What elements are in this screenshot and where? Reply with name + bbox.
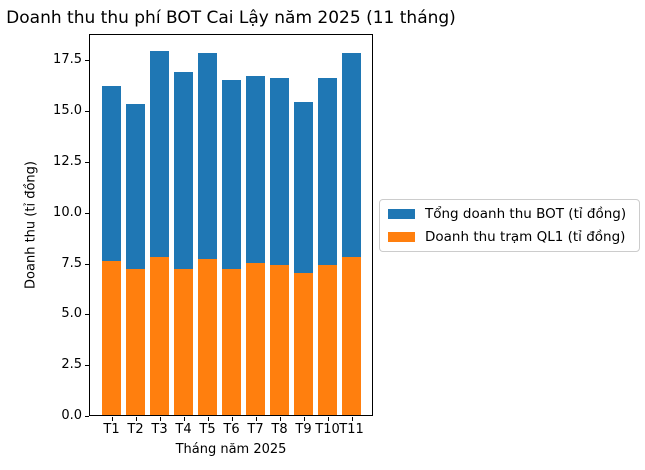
x-tick-label-T4: T4 (175, 422, 192, 437)
bar-segment-ql1-T11 (342, 256, 361, 415)
legend-label-ql1: Doanh thu trạm QL1 (tỉ đồng) (425, 229, 626, 245)
y-tick-label: 15.0 (53, 103, 82, 119)
legend-swatch-bot-icon (388, 209, 415, 219)
bar-T11 (342, 53, 361, 415)
x-tick-label-T11: T11 (339, 422, 364, 437)
bar-T9 (294, 102, 313, 415)
x-axis-label: Tháng năm 2025 (175, 442, 287, 457)
x-tick-T8 (279, 417, 281, 421)
y-tick-label: 7.5 (61, 255, 82, 271)
x-tick-T6 (231, 417, 233, 421)
x-tick-label-T7: T7 (247, 422, 264, 437)
bar-segment-ql1-T7 (246, 262, 265, 415)
x-tick-label-T6: T6 (223, 422, 240, 437)
x-tick-label-T8: T8 (271, 422, 288, 437)
bar-T2 (126, 104, 145, 415)
x-tick-label-T3: T3 (151, 422, 168, 437)
bar-segment-ql1-T9 (294, 272, 313, 415)
bar-T3 (150, 51, 169, 415)
chart-title: Doanh thu thu phí BOT Cai Lậy năm 2025 (… (6, 8, 456, 28)
x-tick-label-T1: T1 (103, 422, 120, 437)
x-tick-T7 (255, 417, 257, 421)
x-tick-label-T10: T10 (315, 422, 340, 437)
y-tick (85, 263, 89, 265)
y-tick-label: 5.0 (61, 306, 82, 322)
legend-row-ql1: Doanh thu trạm QL1 (tỉ đồng) (388, 227, 631, 247)
y-tick (85, 212, 89, 214)
x-tick-T9 (303, 417, 305, 421)
bar-T5 (198, 53, 217, 415)
x-tick-label-T5: T5 (199, 422, 216, 437)
y-axis-label: Doanh thu (tỉ đồng) (23, 161, 39, 289)
y-tick-label: 0.0 (61, 408, 82, 423)
y-tick (85, 365, 89, 367)
bar-segment-ql1-T2 (126, 268, 145, 415)
bar-segment-ql1-T3 (150, 256, 169, 415)
y-tick (85, 314, 89, 316)
x-tick-T11 (351, 417, 353, 421)
bar-segment-ql1-T8 (270, 264, 289, 415)
bar-T10 (318, 77, 337, 415)
bar-T7 (246, 75, 265, 415)
x-tick-T5 (207, 417, 209, 421)
bar-segment-ql1-T10 (318, 264, 337, 415)
x-tick-T10 (327, 417, 329, 421)
bar-T1 (102, 85, 121, 415)
x-tick-T3 (159, 417, 161, 421)
bar-segment-ql1-T4 (174, 268, 193, 415)
y-tick-label: 2.5 (61, 357, 82, 373)
bar-T8 (270, 77, 289, 415)
legend-row-bot: Tổng doanh thu BOT (tỉ đồng) (388, 204, 631, 224)
x-tick-T4 (183, 417, 185, 421)
plot-area (89, 34, 373, 416)
y-tick (85, 60, 89, 62)
bar-segment-ql1-T1 (102, 260, 121, 415)
y-tick (85, 416, 89, 417)
x-tick-T2 (135, 417, 137, 421)
bar-T4 (174, 71, 193, 415)
y-tick-label: 12.5 (53, 153, 82, 169)
x-tick-label-T9: T9 (295, 422, 312, 437)
y-tick-label: 10.0 (53, 204, 82, 220)
legend-swatch-ql1-icon (388, 232, 415, 242)
bar-segment-ql1-T6 (222, 268, 241, 415)
y-tick (85, 161, 89, 163)
y-tick (85, 111, 89, 113)
y-tick-label: 17.5 (53, 52, 82, 68)
legend: Tổng doanh thu BOT (tỉ đồng) Doanh thu t… (379, 199, 640, 252)
bar-segment-ql1-T5 (198, 258, 217, 415)
legend-label-bot: Tổng doanh thu BOT (tỉ đồng) (425, 206, 627, 222)
x-tick-label-T2: T2 (127, 422, 144, 437)
x-tick-T1 (111, 417, 113, 421)
bar-T6 (222, 79, 241, 415)
